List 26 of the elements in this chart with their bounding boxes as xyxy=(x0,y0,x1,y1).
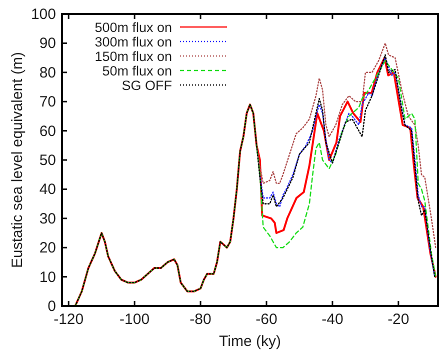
line-series xyxy=(259,57,436,278)
y-tick-label: 40 xyxy=(39,181,56,198)
legend-label: SG OFF xyxy=(122,78,172,93)
legend-label: 50m flux on xyxy=(102,64,172,78)
legend-label: 500m flux on xyxy=(94,20,172,35)
x-tick-label: -20 xyxy=(388,311,410,328)
y-tick-label: 30 xyxy=(39,210,56,228)
line-series xyxy=(256,42,436,248)
y-tick-label: 100 xyxy=(30,6,56,23)
y-tick-label: 80 xyxy=(39,64,56,82)
x-tick-label: -120 xyxy=(54,311,84,328)
y-tick-label: 20 xyxy=(39,240,56,257)
y-tick-label: 50 xyxy=(39,152,56,169)
legend-label: 150m flux on xyxy=(94,49,172,64)
x-tick-label: -80 xyxy=(190,311,212,328)
x-tick-label: -40 xyxy=(322,311,344,328)
y-axis-title: Eustatic sea level equivalent (m) xyxy=(9,52,26,268)
y-tick-label: 0 xyxy=(48,298,56,315)
y-tick-label: 70 xyxy=(39,94,56,111)
y-tick-label: 10 xyxy=(39,268,56,286)
legend-label: 300m flux on xyxy=(94,34,172,50)
x-axis-title: Time (ky) xyxy=(219,333,281,350)
y-tick-label: 60 xyxy=(39,122,56,140)
x-tick-label: -100 xyxy=(120,311,150,328)
x-tick-label: -60 xyxy=(256,311,278,328)
y-tick-label: 90 xyxy=(39,35,56,52)
